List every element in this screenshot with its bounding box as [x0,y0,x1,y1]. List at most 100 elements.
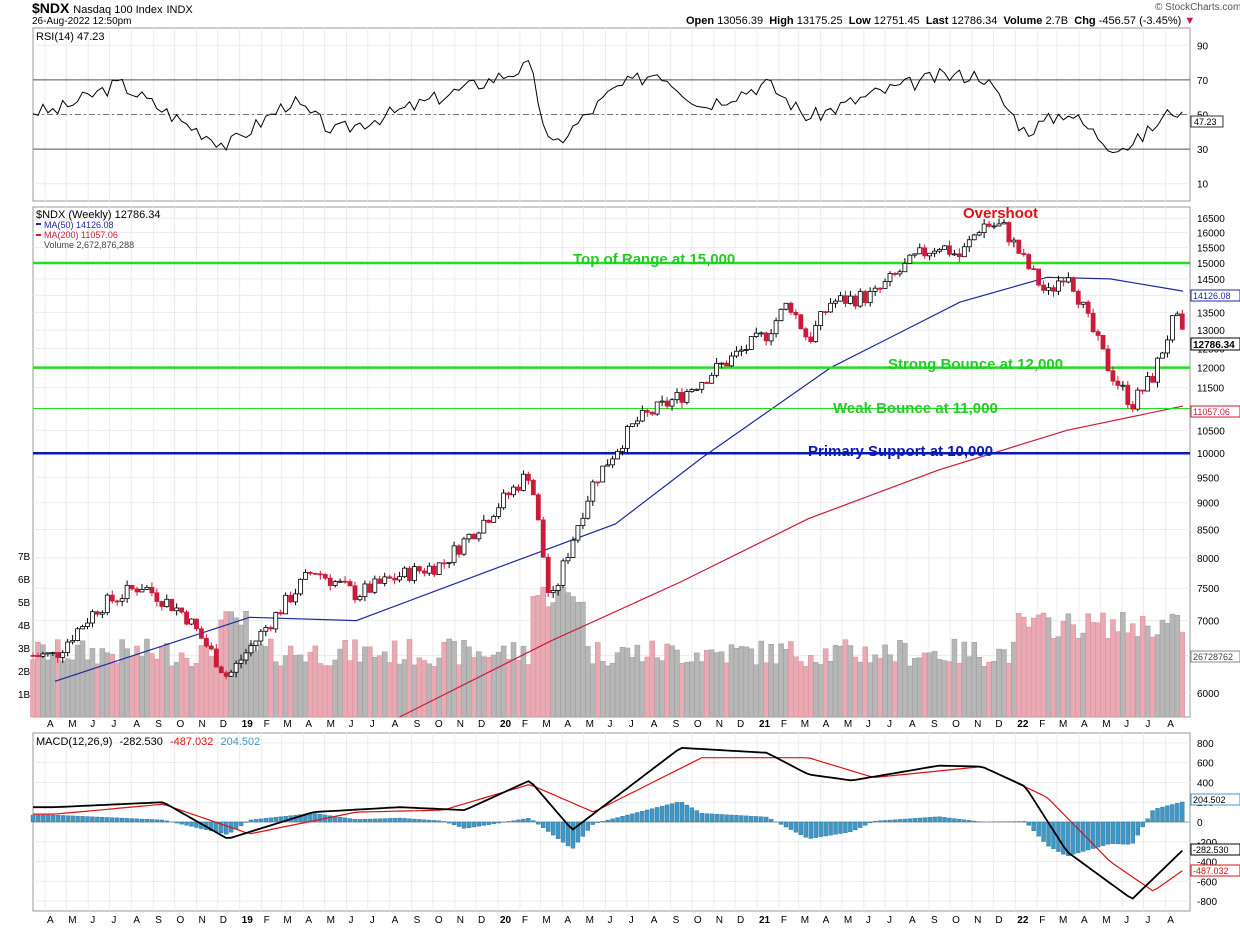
volume-bar [738,646,745,718]
volume-bar [129,656,135,718]
candle-body [382,576,388,584]
candle-body [1155,357,1160,383]
x-axis-label: M [844,719,852,730]
candle-body [50,652,56,654]
volume-bar [178,652,185,718]
annotation-overshoot: Overshoot [963,205,1038,222]
macd-hist-bar [635,812,640,823]
candle-body [976,232,982,236]
candle-body [991,225,997,228]
candle-body [298,578,303,595]
macd-hist-bar [1061,821,1066,855]
x-axis-label: F [1039,719,1045,730]
macd-hist-bar [674,802,680,823]
candle-body [104,594,110,614]
volume-tick-label: 3B [18,644,31,655]
macd-hist-bar [491,821,496,825]
candle-body [60,652,66,658]
candle-body [1169,315,1175,341]
volume-bar [926,652,933,718]
candle-body [337,580,343,583]
volume-bar [1070,624,1077,718]
volume-bar [342,640,348,718]
candle-body [639,410,645,422]
x-axis-label: M [1059,915,1067,926]
macd-tick-label: 800 [1197,739,1214,750]
macd-line [33,746,1183,900]
rsi-tick-label: 10 [1197,180,1209,191]
x-axis-label: M [1102,915,1110,926]
macd-hist-bar [461,821,467,829]
macd-hist-bar [848,821,853,833]
macd-hist-bar [238,821,244,826]
candle-body [154,592,160,602]
candle-body [793,312,799,316]
candle-body [857,291,863,307]
volume-bar [708,649,715,718]
candle-body [1051,287,1056,292]
macd-hist-bar [1165,805,1170,823]
candle-body [248,645,254,654]
volume-bar [59,660,66,718]
volume-bar [292,655,299,718]
macd-hist-bar [372,818,378,823]
macd-hist-bar [734,815,739,823]
macd-hist-bar [729,814,734,823]
x-axis-label: F [781,915,787,926]
candle-body [466,533,472,540]
candle-body [525,473,531,481]
macd-hist-bar [506,821,511,823]
candle-body [1174,313,1180,317]
macd-hist-bar [605,819,610,823]
candle-body [40,653,46,657]
candle-body [961,246,967,258]
volume-bar [297,654,304,718]
price-tick-label: 16500 [1197,214,1225,225]
x-axis-label: A [1081,915,1088,926]
candle-body [625,426,630,449]
x-axis-label: S [155,915,162,926]
candle-body [838,295,843,302]
x-axis-label: A [392,915,399,926]
x-axis-label: D [995,915,1002,926]
x-axis-label: O [177,719,185,730]
macd-hist-bar [882,820,888,823]
hist-badge: 204.502 [1190,793,1240,806]
macd-hist-bar [684,804,690,823]
candle-body [1145,376,1151,392]
volume-bar [1095,622,1101,718]
macd-hist-bar [1170,804,1175,823]
volume-bar [649,640,655,718]
volume-bar [471,657,477,718]
candle-body [1115,380,1121,386]
macd-hist-bar [526,818,531,823]
x-axis-label: A [47,915,54,926]
volume-bar [946,661,953,718]
candle-body [516,486,521,491]
x-axis-label: D [995,719,1002,730]
volume-bar [1025,626,1032,718]
candle-body [1041,284,1046,291]
macd-hist-bar [1145,818,1150,823]
volume-bar [1100,612,1106,718]
candle-body [278,612,284,615]
svg-text:47.23: 47.23 [1194,117,1217,127]
candle-body [773,320,779,335]
candle-body [412,566,417,581]
candle-body [956,253,962,258]
macd-hist-bar [40,814,46,823]
volume-bar [451,640,457,718]
macd-hist-bar [45,814,51,823]
candle-body [535,494,541,521]
macd-legend-value: -282.530 [119,736,162,748]
macd-hist-bar [1175,803,1180,823]
candle-body [1036,268,1042,286]
volume-value: 2.7B [1045,15,1069,27]
datetime: 26-Aug-2022 12:50pm [32,16,132,27]
price-tick-label: 8500 [1197,525,1220,536]
candle-body [312,572,318,575]
ma50-legend: MA(50) 14126.08 [44,220,114,230]
candle-body [1065,277,1071,283]
macd-hist-bar [1120,821,1126,845]
candle-body [877,287,883,290]
